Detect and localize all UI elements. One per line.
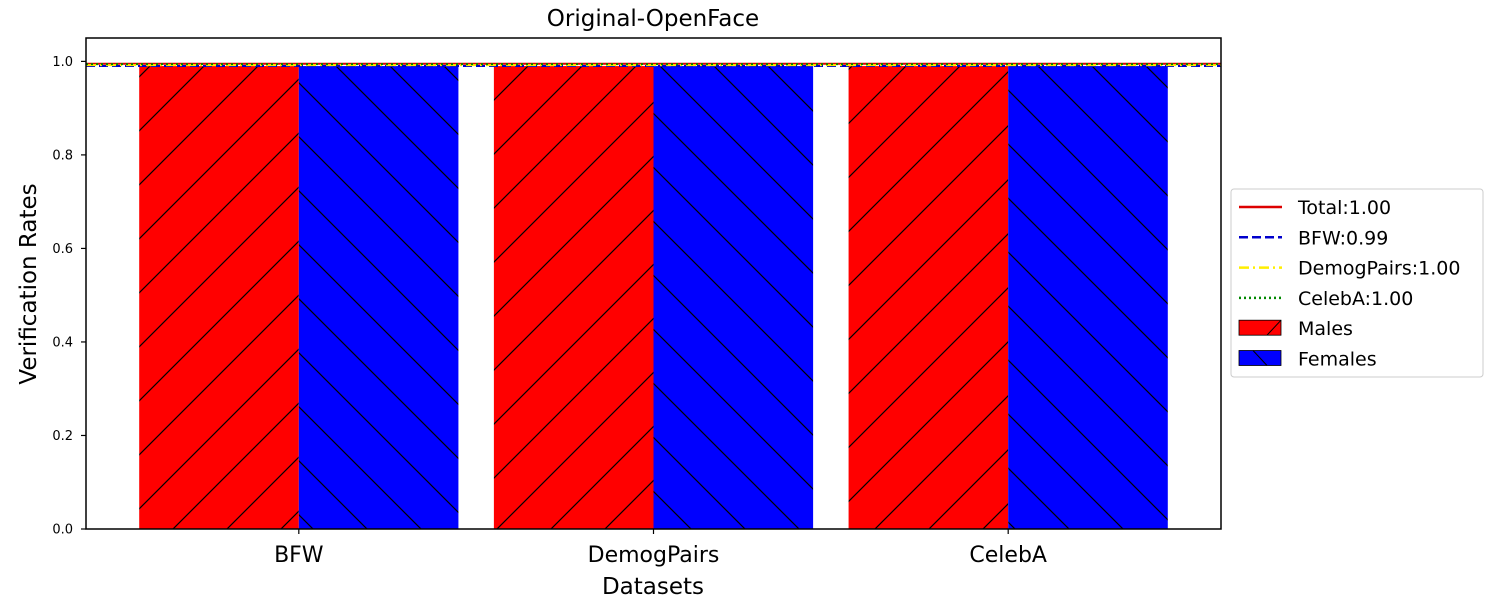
x-tick-label: BFW [274,543,324,568]
x-tick-label: DemogPairs [588,543,720,568]
reference-lines-layer [86,62,1221,68]
bar-females-celeba [1008,66,1168,530]
x-axis-label: Datasets [602,574,704,600]
x-tick-label: CelebA [969,543,1047,568]
legend-label: Total:1.00 [1297,197,1391,219]
legend-label: BFW:0.99 [1298,227,1388,249]
y-axis: 0.0 0.2 0.4 0.6 0.8 1.0 [52,55,86,538]
y-tick-label: 0.2 [52,429,73,444]
y-axis-label: Verification Rates [16,183,42,384]
bar-males-bfw [139,66,299,530]
chart-title: Original-OpenFace [547,6,759,32]
legend-frame [1230,188,1484,378]
bars-layer [139,66,1168,530]
legend-label: Males [1298,318,1353,340]
y-tick-label: 0.0 [52,523,73,538]
legend-entries: Total:1.00 BFW:0.99 DemogPairs:1.00 CelebA:… [1238,197,1460,371]
y-tick-label: 0.6 [52,242,73,257]
x-axis: BFW DemogPairs CelebA [274,529,1047,568]
bar-females-demogpairs [653,66,814,530]
legend-label: Females [1298,349,1377,371]
legend-hatch-mark [1266,319,1282,336]
bar-males-demogpairs [493,66,654,530]
legend: Total:1.00 BFW:0.99 DemogPairs:1.00 CelebA:… [1230,188,1484,378]
bar-females-bfw [298,66,459,530]
legend-hatch-mark [1252,350,1268,366]
y-tick-label: 0.4 [52,335,73,350]
y-tick-label: 0.8 [52,148,73,163]
legend-label: DemogPairs:1.00 [1298,258,1460,280]
legend-bar-swatch [1238,319,1282,336]
y-tick-label: 1.0 [52,55,73,70]
legend-label: CelebA:1.00 [1298,288,1413,310]
bar-males-celeba [848,66,1009,530]
